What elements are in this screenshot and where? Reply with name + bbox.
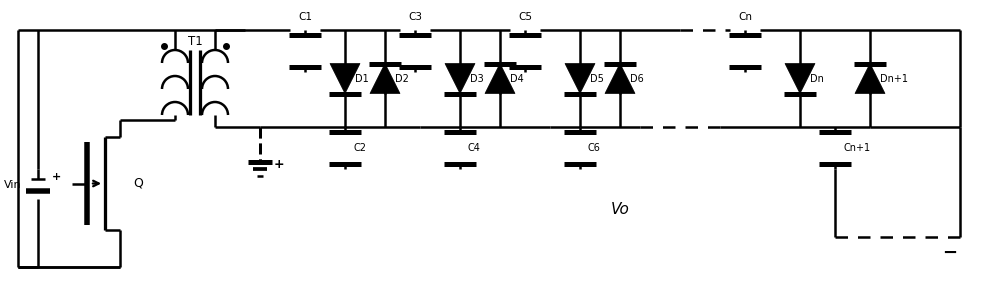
Text: D4: D4	[510, 74, 524, 84]
Text: Q: Q	[133, 177, 143, 190]
Text: Dn+1: Dn+1	[880, 74, 908, 84]
Text: C5: C5	[518, 12, 532, 22]
Polygon shape	[605, 64, 635, 93]
Polygon shape	[330, 64, 360, 93]
Text: D3: D3	[470, 74, 484, 84]
Text: Dn: Dn	[810, 74, 824, 84]
Polygon shape	[485, 64, 515, 93]
Text: C1: C1	[298, 12, 312, 22]
Polygon shape	[370, 64, 400, 93]
Text: C4: C4	[468, 143, 481, 153]
Text: Cn+1: Cn+1	[843, 143, 870, 153]
Text: +: +	[52, 172, 61, 182]
Polygon shape	[855, 64, 885, 93]
Text: Vin: Vin	[4, 180, 22, 190]
Text: C3: C3	[408, 12, 422, 22]
Text: C6: C6	[588, 143, 601, 153]
Text: D6: D6	[630, 74, 644, 84]
Polygon shape	[445, 64, 475, 93]
Text: +: +	[274, 158, 285, 172]
Text: Cn: Cn	[738, 12, 752, 22]
Text: C2: C2	[353, 143, 366, 153]
Text: Vo: Vo	[611, 203, 629, 217]
Text: D5: D5	[590, 74, 604, 84]
Text: D2: D2	[395, 74, 409, 84]
Text: T1: T1	[188, 35, 202, 48]
Text: D1: D1	[355, 74, 369, 84]
Polygon shape	[565, 64, 595, 93]
Polygon shape	[785, 64, 815, 93]
Text: −: −	[942, 244, 958, 262]
